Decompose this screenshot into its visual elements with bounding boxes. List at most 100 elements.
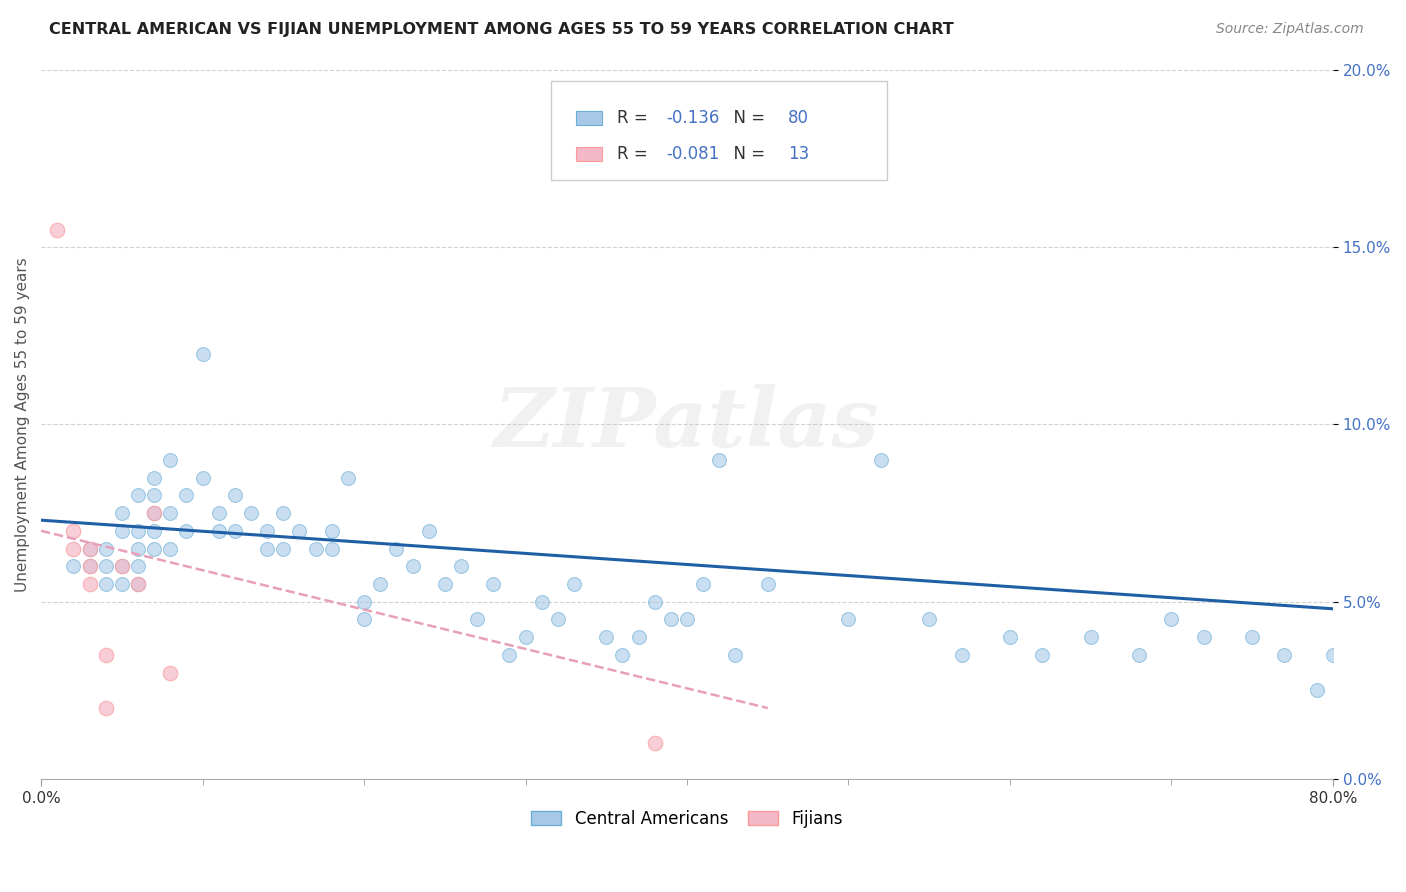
Point bbox=[1274, 648, 1296, 662]
Point bbox=[79, 559, 101, 574]
Point bbox=[401, 559, 423, 574]
Point bbox=[62, 559, 84, 574]
Point bbox=[111, 577, 134, 591]
Point bbox=[143, 506, 166, 520]
Point bbox=[127, 577, 149, 591]
Point bbox=[562, 577, 585, 591]
Point bbox=[143, 470, 166, 484]
Point bbox=[79, 577, 101, 591]
Text: 13: 13 bbox=[787, 145, 808, 162]
Point bbox=[595, 630, 617, 644]
Point bbox=[498, 648, 520, 662]
Point bbox=[176, 488, 198, 502]
Point bbox=[724, 648, 747, 662]
Point bbox=[127, 541, 149, 556]
Point bbox=[143, 506, 166, 520]
Point bbox=[950, 648, 973, 662]
Point bbox=[869, 453, 891, 467]
Point bbox=[482, 577, 505, 591]
Point bbox=[224, 524, 246, 538]
Point bbox=[676, 612, 699, 626]
Point bbox=[79, 541, 101, 556]
Point bbox=[1128, 648, 1150, 662]
FancyBboxPatch shape bbox=[551, 80, 887, 180]
Point bbox=[94, 701, 117, 715]
Point bbox=[240, 506, 263, 520]
Legend: Central Americans, Fijians: Central Americans, Fijians bbox=[524, 803, 849, 834]
Point bbox=[143, 541, 166, 556]
Point bbox=[418, 524, 440, 538]
Text: 80: 80 bbox=[787, 109, 808, 128]
Point bbox=[336, 470, 359, 484]
Point bbox=[46, 222, 69, 236]
Point bbox=[515, 630, 537, 644]
Point bbox=[176, 524, 198, 538]
Point bbox=[94, 577, 117, 591]
Point bbox=[304, 541, 326, 556]
Point bbox=[1241, 630, 1264, 644]
FancyBboxPatch shape bbox=[576, 146, 602, 161]
Point bbox=[143, 488, 166, 502]
Point bbox=[127, 488, 149, 502]
Point bbox=[918, 612, 941, 626]
Point bbox=[530, 595, 553, 609]
Point bbox=[111, 506, 134, 520]
Point bbox=[353, 612, 375, 626]
Point bbox=[159, 506, 181, 520]
FancyBboxPatch shape bbox=[576, 112, 602, 126]
Point bbox=[62, 524, 84, 538]
Point bbox=[1080, 630, 1102, 644]
Point bbox=[1160, 612, 1182, 626]
Point bbox=[159, 665, 181, 680]
Text: CENTRAL AMERICAN VS FIJIAN UNEMPLOYMENT AMONG AGES 55 TO 59 YEARS CORRELATION CH: CENTRAL AMERICAN VS FIJIAN UNEMPLOYMENT … bbox=[49, 22, 953, 37]
Point bbox=[127, 524, 149, 538]
Point bbox=[79, 559, 101, 574]
Point bbox=[208, 524, 231, 538]
Point bbox=[273, 541, 295, 556]
Text: R =: R = bbox=[617, 145, 654, 162]
Point bbox=[224, 488, 246, 502]
Point bbox=[273, 506, 295, 520]
Y-axis label: Unemployment Among Ages 55 to 59 years: Unemployment Among Ages 55 to 59 years bbox=[15, 257, 30, 592]
Point bbox=[94, 559, 117, 574]
Point bbox=[1031, 648, 1053, 662]
Point bbox=[998, 630, 1021, 644]
Point bbox=[756, 577, 779, 591]
Point bbox=[547, 612, 569, 626]
Point bbox=[709, 453, 731, 467]
Point bbox=[111, 559, 134, 574]
Point bbox=[127, 559, 149, 574]
Text: -0.136: -0.136 bbox=[666, 109, 720, 128]
Point bbox=[288, 524, 311, 538]
Text: -0.081: -0.081 bbox=[666, 145, 720, 162]
Point bbox=[659, 612, 682, 626]
Point bbox=[143, 524, 166, 538]
Point bbox=[191, 470, 214, 484]
Point bbox=[111, 559, 134, 574]
Text: N =: N = bbox=[723, 109, 770, 128]
Text: ZIPatlas: ZIPatlas bbox=[495, 384, 880, 465]
Point bbox=[644, 595, 666, 609]
Point bbox=[433, 577, 456, 591]
Point bbox=[256, 541, 278, 556]
Point bbox=[1322, 648, 1344, 662]
Point bbox=[321, 541, 343, 556]
Text: R =: R = bbox=[617, 109, 654, 128]
Point bbox=[79, 541, 101, 556]
Point bbox=[465, 612, 488, 626]
Point bbox=[208, 506, 231, 520]
Point bbox=[321, 524, 343, 538]
Point bbox=[1306, 683, 1329, 698]
Point bbox=[692, 577, 714, 591]
Point bbox=[94, 648, 117, 662]
Point bbox=[627, 630, 650, 644]
Point bbox=[353, 595, 375, 609]
Text: Source: ZipAtlas.com: Source: ZipAtlas.com bbox=[1216, 22, 1364, 37]
Point bbox=[612, 648, 634, 662]
Point bbox=[385, 541, 408, 556]
Point bbox=[450, 559, 472, 574]
Point bbox=[191, 346, 214, 360]
Point bbox=[837, 612, 859, 626]
Text: N =: N = bbox=[723, 145, 770, 162]
Point bbox=[1192, 630, 1215, 644]
